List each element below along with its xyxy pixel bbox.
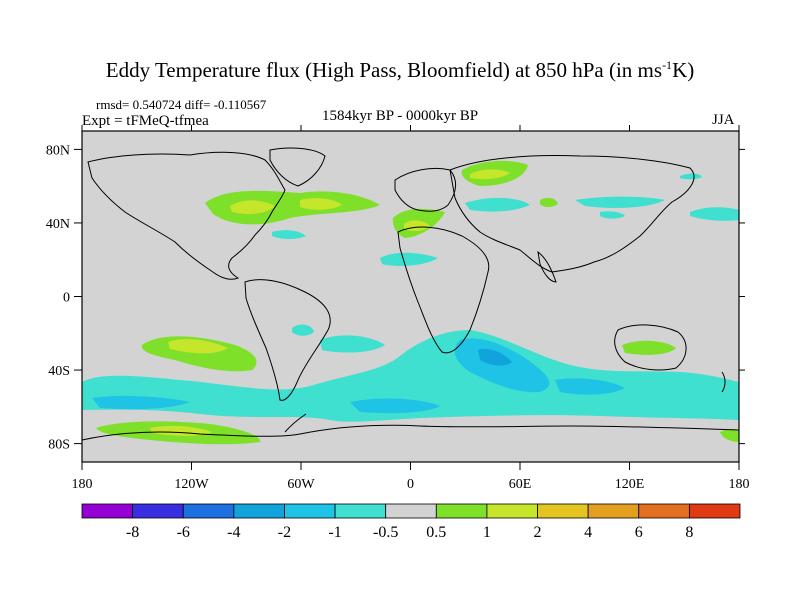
eurasia-negative: [465, 197, 530, 212]
colorbar-box-5: [334, 503, 387, 519]
indian-subcontinent-coast: [537, 250, 557, 283]
lon-label: 0: [407, 477, 414, 492]
colorbar-box-10: [587, 503, 640, 519]
colorbar-label: -0.5: [373, 524, 398, 541]
lat-label: 0: [63, 291, 70, 306]
south-indian-negative: [555, 378, 625, 395]
map-title: Eddy Temperature flux (High Pass, Bloomf…: [105, 58, 695, 82]
colorbar-box-1: [132, 503, 184, 519]
southern-ocean-negative: [82, 330, 739, 422]
colorbar-label: -6: [177, 524, 190, 541]
latitude-axis: 80N 40N 0 40S 80S: [46, 143, 745, 453]
south-pacific-positive-core: [168, 339, 228, 354]
colorbar-label: 6: [635, 524, 643, 541]
colorbar-label: 8: [685, 524, 693, 541]
colorbar-box-9: [537, 503, 589, 519]
lat-label: 80N: [46, 143, 70, 158]
indian-ocean-strong-negative: [478, 348, 512, 366]
colorbar-box-6: [385, 503, 437, 519]
period-label: 1584kyr BP - 0000kyr BP: [322, 108, 479, 124]
colorbar-box-8: [486, 503, 538, 519]
colorbar: -8 -6 -4 -2 -1 -0.5 0.5 1 2 4 6 8: [81, 503, 741, 541]
tropical-atlantic-patch: [292, 324, 314, 336]
colorbar-label: 0.5: [426, 524, 446, 541]
east-asia-positive: [540, 197, 558, 207]
north-america-positive-core: [230, 200, 275, 214]
north-pacific-negative: [690, 207, 739, 221]
longitude-axis: 180 120W 60W 0 60E 120E 180: [72, 125, 750, 492]
greenland-coast: [269, 147, 326, 187]
atlantic-positive-core: [300, 198, 342, 210]
colorbar-label: -2: [278, 524, 291, 541]
south-pacific-negative: [92, 395, 190, 410]
north-america-coast: [87, 151, 286, 280]
antarctic-peninsula-coast: [284, 413, 307, 433]
europe-coast: [394, 167, 457, 212]
colorbar-label: -8: [126, 524, 139, 541]
colorbar-box-4: [284, 503, 336, 519]
africa-coast: [397, 226, 490, 354]
colorbar-box-2: [182, 503, 235, 519]
colorbar-box-0: [81, 503, 134, 519]
colorbar-label: 2: [534, 524, 542, 541]
colorbar-box-3: [233, 503, 285, 519]
antarctica-coast: [81, 424, 740, 441]
colorbar-label: -4: [227, 524, 240, 541]
south-america-coast: [244, 279, 331, 401]
south-atlantic-patch: [320, 335, 385, 353]
negative-anomaly-regions: [82, 173, 739, 422]
colorbar-label: 4: [584, 524, 592, 541]
lat-label: 40S: [48, 364, 70, 379]
north-africa-negative: [380, 252, 438, 266]
season-label: JJA: [712, 112, 735, 128]
lon-label: 180: [72, 477, 93, 492]
lat-label: 80S: [48, 438, 70, 453]
north-atlantic-positive: [205, 190, 380, 225]
stats-label: rmsd= 0.540724 diff= -0.110567: [96, 97, 267, 112]
coastlines: [81, 147, 740, 441]
australia-coast: [614, 324, 687, 371]
lon-label: 60W: [287, 477, 315, 492]
east-asia-negative: [600, 211, 625, 219]
colorbar-label: -1: [328, 524, 341, 541]
map-panel: [81, 130, 740, 463]
colorbar-box-12: [688, 503, 741, 519]
east-antarctic-positive: [720, 429, 739, 442]
colorbar-label: 1: [483, 524, 491, 541]
new-zealand-coast: [721, 371, 726, 393]
siberia-positive-core: [470, 169, 510, 180]
asia-coast: [449, 155, 695, 273]
australia-positive: [622, 340, 676, 355]
arctic-negative: [680, 173, 702, 180]
siberia-negative: [575, 196, 665, 208]
lon-label: 120E: [615, 477, 645, 492]
colorbar-box-7: [435, 503, 488, 519]
lon-label: 180: [729, 477, 750, 492]
north-atlantic-negative: [272, 230, 306, 239]
colorbar-box-11: [638, 503, 690, 519]
lat-label: 40N: [46, 217, 70, 232]
lon-label: 120W: [174, 477, 209, 492]
lon-label: 60E: [509, 477, 532, 492]
experiment-label: Expt = tFMeQ-tfmea: [82, 113, 209, 129]
south-atlantic-negative: [350, 398, 440, 414]
